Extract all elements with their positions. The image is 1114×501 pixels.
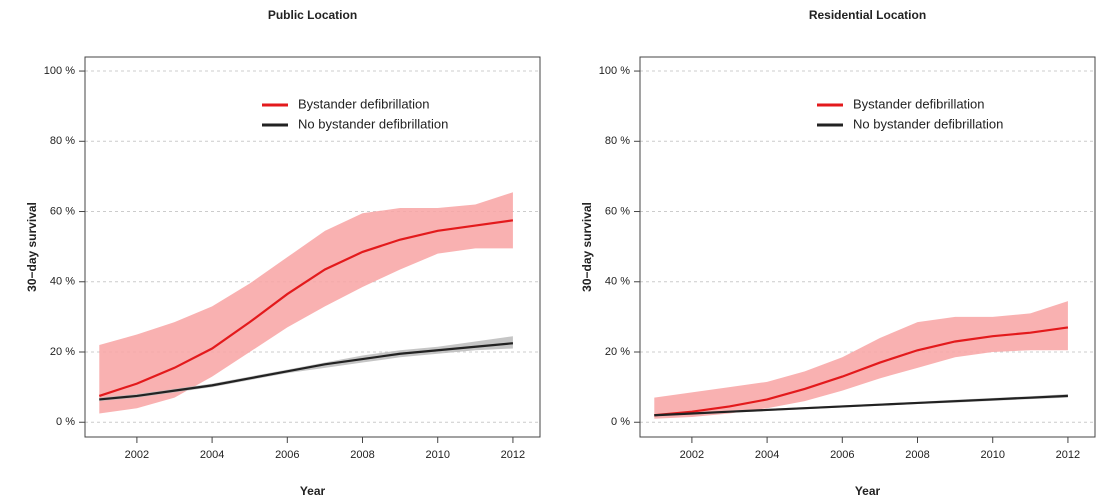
y-tick-label: 40 % (605, 276, 630, 288)
plot-frame (84, 56, 541, 438)
x-tick-label: 2002 (125, 449, 149, 461)
line (99, 342, 514, 401)
legend-label: Bystander defibrillation (298, 96, 430, 111)
y-tick-label: 40 % (50, 276, 75, 288)
x-tick-label: 2012 (1056, 449, 1080, 461)
confidence-band (99, 192, 513, 414)
x-tick-label: 2008 (905, 449, 929, 461)
panel: Residential Location Year 30−day survival 0… (580, 8, 1096, 498)
x-tick-label: 2008 (350, 449, 374, 461)
panel: Public Location Year 30−day survival 0 % 20 … (25, 8, 541, 498)
x-tick-label: 2002 (680, 449, 704, 461)
confidence-band (654, 301, 1068, 419)
chart-title: Residential Location (809, 8, 926, 22)
x-tick-label: 2010 (425, 449, 449, 461)
x-tick-label: 2004 (200, 449, 224, 461)
x-tick-label: 2006 (830, 449, 854, 461)
legend-label: Bystander defibrillation (853, 96, 985, 111)
x-tick-label: 2006 (275, 449, 299, 461)
x-axis-label: Year (855, 484, 881, 498)
x-axis-label: Year (300, 484, 326, 498)
y-tick-label: 60 % (605, 205, 630, 217)
y-tick-label: 100 % (599, 65, 630, 77)
y-tick-label: 0 % (611, 416, 630, 428)
y-tick-label: 80 % (50, 135, 75, 147)
y-tick-label: 20 % (50, 346, 75, 358)
x-tick-label: 2004 (755, 449, 779, 461)
legend-label: No bystander defibrillation (853, 116, 1003, 131)
legend-label: No bystander defibrillation (298, 116, 448, 131)
y-tick-label: 20 % (605, 346, 630, 358)
plot-frame (639, 56, 1096, 438)
x-tick-label: 2010 (980, 449, 1004, 461)
y-axis-label: 30−day survival (25, 202, 39, 292)
line (98, 219, 514, 397)
y-tick-label: 60 % (50, 205, 75, 217)
line (654, 394, 1068, 417)
y-axis-label: 30−day survival (580, 202, 594, 292)
chart-title: Public Location (268, 8, 357, 22)
y-tick-label: 80 % (605, 135, 630, 147)
y-tick-label: 100 % (44, 65, 75, 77)
line (654, 326, 1069, 417)
x-tick-label: 2012 (501, 449, 525, 461)
y-tick-label: 0 % (56, 416, 75, 428)
